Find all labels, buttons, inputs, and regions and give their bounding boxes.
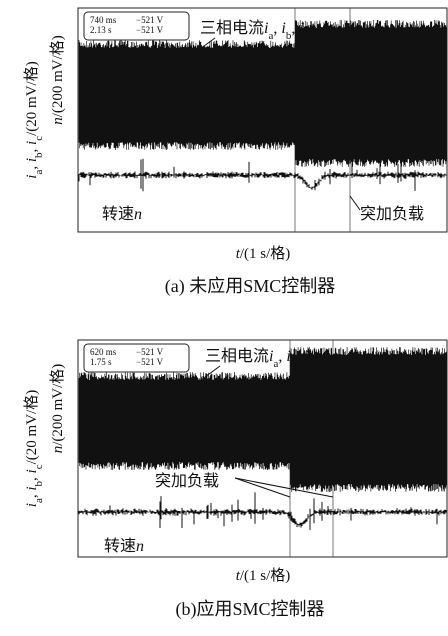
figure: 740 ms −521 V 2.13 s −521 V 三相电流ia, ib, ic 转速… xyxy=(0,0,448,631)
info-text: −521 V xyxy=(136,15,164,25)
load-label: 突加负载 xyxy=(155,472,219,490)
current-label-part: c xyxy=(309,358,314,370)
current-label-part: 三相电流 xyxy=(200,19,264,37)
speed-waveform xyxy=(79,492,446,530)
y-label-speed-part: n xyxy=(50,117,66,125)
y-label-current-part: /(20 mV/格) xyxy=(23,61,40,136)
info-text: −521 V xyxy=(136,357,164,367)
current-label-part: , xyxy=(278,348,286,365)
y-label-current: ia, ib, ic/(20 mV/格) xyxy=(23,61,45,178)
y-label-speed-part: /(200 mV/格) xyxy=(49,35,66,117)
x-label: t/(1 s/格) xyxy=(236,245,291,262)
y-label-current-part: , xyxy=(24,491,40,499)
info-text: −521 V xyxy=(136,347,164,357)
leader-line xyxy=(350,196,360,210)
speed-label-part: 转速 xyxy=(102,205,134,223)
y-label-current-part: , xyxy=(24,162,40,170)
current-label-part: , xyxy=(291,20,299,37)
y-label-speed: n/(200 mV/格) xyxy=(49,35,66,125)
current-label-part: c xyxy=(304,30,309,42)
info-text: −521 V xyxy=(136,25,164,35)
info-text: 620 ms xyxy=(90,347,117,357)
speed-label-part: 转速 xyxy=(104,537,136,555)
y-label-speed-part: n xyxy=(50,446,66,454)
info-text: 1.75 s xyxy=(90,357,112,367)
current-label-part: , xyxy=(273,20,281,37)
x-label: t/(1 s/格) xyxy=(236,567,291,584)
y-label-current-part: , xyxy=(24,145,40,153)
info-text: 740 ms xyxy=(90,15,117,25)
x-label-part: /(1 s/格) xyxy=(240,567,290,584)
caption: (b)应用SMC控制器 xyxy=(175,599,324,620)
speed-label: 转速n xyxy=(104,537,144,555)
speed-label-part: n xyxy=(136,538,144,555)
y-label-current-part: , xyxy=(24,473,40,481)
y-label-speed: n/(200 mV/格) xyxy=(49,364,66,454)
current-label: 三相电流ia, ib, ic xyxy=(200,19,309,42)
speed-label-part: n xyxy=(134,206,142,223)
caption: (a) 未应用SMC控制器 xyxy=(165,276,336,297)
y-label-current-part: /(20 mV/格) xyxy=(23,390,40,465)
load-label: 突加负载 xyxy=(360,205,424,223)
info-text: 2.13 s xyxy=(90,25,112,35)
current-waveform xyxy=(79,20,447,167)
speed-label: 转速n xyxy=(102,205,142,223)
x-label-part: /(1 s/格) xyxy=(240,245,290,262)
current-label-part: 三相电流 xyxy=(205,347,269,365)
current-label-part: , xyxy=(296,348,304,365)
y-label-current: ia, ib, ic/(20 mV/格) xyxy=(23,390,45,507)
y-label-speed-part: /(200 mV/格) xyxy=(49,364,66,446)
